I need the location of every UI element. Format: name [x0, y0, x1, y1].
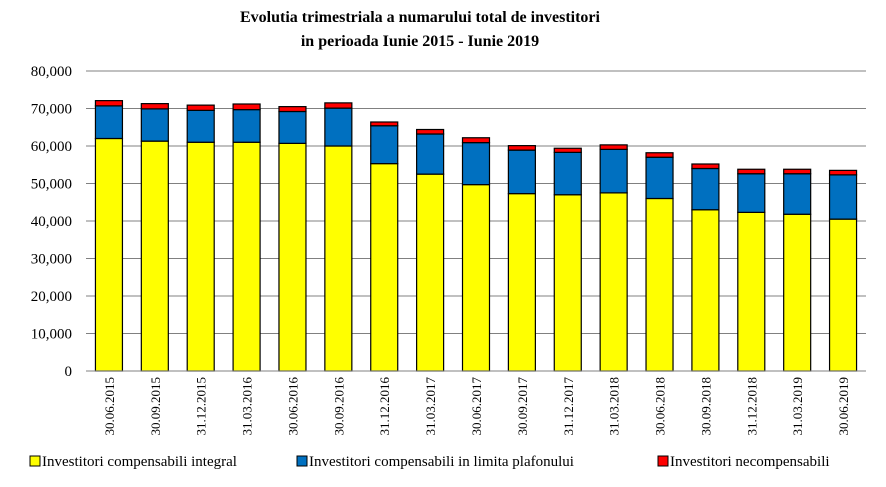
legend-label: Investitori compensabili integral	[42, 454, 237, 470]
y-tick-label: 80,000	[31, 64, 72, 80]
bar-segment-series-3	[232, 103, 261, 111]
bar-segment-series-2	[691, 167, 720, 211]
x-tick-label: 30.09.2015	[148, 377, 163, 436]
x-tick-label: 31.12.2015	[194, 377, 209, 436]
y-tick-label: 70,000	[31, 102, 72, 118]
x-tick-label: 30.09.2018	[698, 377, 713, 436]
bar-segment-series-1	[828, 218, 858, 372]
bar-segment-series-2	[553, 151, 582, 196]
bar-segment-series-1	[553, 194, 582, 372]
bar-segment-series-1	[507, 193, 536, 372]
bar-segment-series-2	[599, 148, 628, 194]
bar-segment-series-1	[186, 141, 215, 372]
y-axis-ticks: 0 10,000 20,000 30,000 40,000 50,000 60,000 70,…	[31, 64, 72, 380]
bar-segment-series-1	[324, 145, 353, 372]
y-tick-label: 0	[65, 364, 73, 380]
bar-segment-series-3	[645, 152, 674, 158]
y-tick-label: 50,000	[31, 177, 72, 193]
x-tick-label: 31.03.2019	[790, 377, 805, 436]
chart-title-line2: in perioada Iunie 2015 - Iunie 2019	[301, 33, 539, 50]
bar-segment-series-3	[783, 168, 812, 175]
bar-segment-series-1	[737, 211, 766, 372]
bar-segment-series-2	[324, 107, 353, 147]
bar-segment-series-2	[140, 108, 169, 142]
bar-segment-series-2	[232, 109, 261, 143]
bar-segment-series-2	[828, 174, 858, 220]
x-tick-label: 31.12.2017	[561, 377, 576, 436]
bar-segment-series-1	[232, 141, 261, 372]
bar-segment-series-3	[186, 104, 215, 111]
legend: Investitori compensabili integral Investi…	[29, 454, 830, 470]
bar-segment-series-1	[416, 173, 445, 372]
bar-segment-series-1	[94, 137, 124, 372]
bar-segment-series-3	[370, 121, 399, 127]
y-tick-label: 20,000	[31, 289, 72, 305]
bar-segment-series-1	[645, 197, 674, 372]
bar-segment-series-2	[461, 142, 491, 186]
bar-segment-series-1	[599, 192, 628, 372]
bar-segment-series-3	[507, 145, 536, 151]
x-tick-label: 30.06.2015	[102, 377, 117, 436]
bar-segment-series-2	[737, 173, 766, 213]
x-tick-label: 30.06.2017	[469, 377, 484, 436]
bar-segment-series-3	[553, 147, 582, 153]
x-tick-label: 30.09.2017	[515, 377, 530, 436]
bar-segment-series-1	[461, 184, 491, 372]
legend-label: Investitori compensabili in limita plafo…	[309, 454, 574, 470]
bar-segment-series-3	[737, 168, 766, 175]
x-axis-ticks: 30.06.2015 30.09.2015 31.12.2015 31.03.2016…	[102, 377, 851, 436]
bar-segment-series-3	[461, 137, 491, 144]
bar-segment-series-2	[278, 110, 307, 144]
y-tick-label: 10,000	[31, 327, 72, 343]
y-tick-label: 40,000	[31, 214, 72, 230]
y-tick-label: 60,000	[31, 139, 72, 155]
bar-segment-series-1	[370, 163, 399, 372]
bar-segment-series-3	[140, 103, 169, 110]
x-tick-label: 31.12.2018	[744, 377, 759, 436]
x-tick-label: 30.06.2018	[653, 377, 668, 436]
bar-segment-series-2	[94, 105, 124, 140]
x-tick-label: 31.03.2018	[607, 377, 622, 436]
x-tick-label: 31.12.2016	[377, 377, 392, 436]
x-tick-label: 30.06.2019	[836, 377, 851, 436]
legend-swatch	[29, 455, 41, 467]
bar-segment-series-2	[370, 125, 399, 165]
bar-segment-series-2	[416, 133, 445, 175]
chart-title-line1: Evolutia trimestriala a numarului total …	[240, 9, 601, 26]
legend-swatch	[296, 455, 308, 467]
y-tick-label: 30,000	[31, 252, 72, 268]
bar-segment-series-3	[599, 144, 628, 150]
bar-segment-series-2	[645, 156, 674, 200]
bar-segment-series-1	[783, 213, 812, 372]
bar-segment-series-3	[94, 100, 124, 107]
bar-segment-series-1	[140, 140, 169, 372]
bar-segment-series-1	[278, 142, 307, 372]
bar-segment-series-2	[507, 149, 536, 195]
bar-segment-series-3	[828, 169, 858, 176]
bar-segment-series-2	[186, 109, 215, 143]
legend-label: Investitori necompensabili	[670, 454, 830, 470]
bar-segment-series-1	[691, 209, 720, 372]
x-tick-label: 31.03.2016	[240, 377, 255, 436]
x-tick-label: 30.06.2016	[285, 377, 300, 436]
x-tick-label: 30.09.2016	[331, 377, 346, 436]
bar-segment-series-3	[416, 128, 445, 135]
bar-segment-series-2	[783, 173, 812, 215]
x-tick-label: 31.03.2017	[423, 377, 438, 436]
bars	[94, 100, 858, 372]
bar-segment-series-3	[324, 102, 353, 109]
legend-swatch	[657, 455, 669, 467]
bar-segment-series-3	[691, 163, 720, 170]
bar-segment-series-3	[278, 106, 307, 113]
